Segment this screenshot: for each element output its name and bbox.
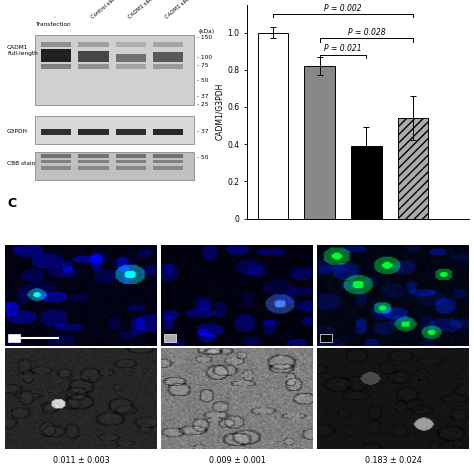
FancyBboxPatch shape <box>116 129 146 135</box>
Text: Control siRNA: Control siRNA <box>90 0 121 20</box>
Text: - 37: - 37 <box>197 129 209 135</box>
FancyBboxPatch shape <box>78 64 109 69</box>
Bar <box>8 334 20 342</box>
Bar <box>398 118 428 219</box>
Y-axis label: CADM1/G3PDH: CADM1/G3PDH <box>216 83 225 140</box>
Text: Transfection: Transfection <box>35 22 71 27</box>
FancyBboxPatch shape <box>41 129 71 135</box>
Text: CADM1 siRNA-2: CADM1 siRNA-2 <box>165 0 200 20</box>
Text: P = 0.021: P = 0.021 <box>324 45 362 54</box>
Text: - 37: - 37 <box>197 94 209 99</box>
FancyBboxPatch shape <box>153 129 183 135</box>
Text: P = 0.028: P = 0.028 <box>347 27 385 36</box>
Text: - 150: - 150 <box>197 36 212 40</box>
FancyBboxPatch shape <box>78 129 109 135</box>
Text: (kDa): (kDa) <box>198 29 214 34</box>
Text: - 50: - 50 <box>197 78 209 83</box>
Text: CBB stain: CBB stain <box>7 162 36 166</box>
FancyBboxPatch shape <box>153 160 183 164</box>
Text: - 100: - 100 <box>197 55 212 60</box>
Text: P = 0.002: P = 0.002 <box>324 3 362 12</box>
FancyBboxPatch shape <box>116 160 146 164</box>
FancyBboxPatch shape <box>78 160 109 164</box>
FancyBboxPatch shape <box>41 154 71 157</box>
FancyBboxPatch shape <box>153 42 183 47</box>
FancyBboxPatch shape <box>116 54 146 63</box>
Bar <box>320 334 332 342</box>
Text: C: C <box>7 197 16 210</box>
FancyBboxPatch shape <box>153 166 183 170</box>
FancyBboxPatch shape <box>153 52 183 63</box>
Bar <box>304 66 335 219</box>
Bar <box>164 334 176 342</box>
FancyBboxPatch shape <box>116 64 146 69</box>
FancyBboxPatch shape <box>35 152 194 180</box>
Text: G3PDH: G3PDH <box>7 129 28 135</box>
Text: - 50: - 50 <box>197 155 209 160</box>
FancyBboxPatch shape <box>41 160 71 164</box>
FancyBboxPatch shape <box>35 116 194 144</box>
Text: 0.009 ± 0.001: 0.009 ± 0.001 <box>209 456 265 465</box>
FancyBboxPatch shape <box>41 166 71 170</box>
FancyBboxPatch shape <box>153 154 183 157</box>
FancyBboxPatch shape <box>41 48 71 63</box>
FancyBboxPatch shape <box>78 166 109 170</box>
FancyBboxPatch shape <box>116 42 146 47</box>
Text: -: - <box>53 15 57 20</box>
Text: CADM1 siRNA-1: CADM1 siRNA-1 <box>128 0 162 20</box>
FancyBboxPatch shape <box>153 64 183 69</box>
Text: 0.183 ± 0.024: 0.183 ± 0.024 <box>365 456 421 465</box>
Text: - 75: - 75 <box>197 63 209 68</box>
FancyBboxPatch shape <box>116 166 146 170</box>
Text: - 25: - 25 <box>197 101 209 107</box>
Bar <box>351 146 382 219</box>
Bar <box>258 33 288 219</box>
FancyBboxPatch shape <box>78 42 109 47</box>
FancyBboxPatch shape <box>41 42 71 47</box>
FancyBboxPatch shape <box>78 154 109 157</box>
Text: 0.011 ± 0.003: 0.011 ± 0.003 <box>53 456 109 465</box>
FancyBboxPatch shape <box>116 154 146 157</box>
FancyBboxPatch shape <box>41 64 71 69</box>
Text: CADM1
Full-length: CADM1 Full-length <box>7 45 38 56</box>
FancyBboxPatch shape <box>35 35 194 105</box>
FancyBboxPatch shape <box>78 51 109 63</box>
